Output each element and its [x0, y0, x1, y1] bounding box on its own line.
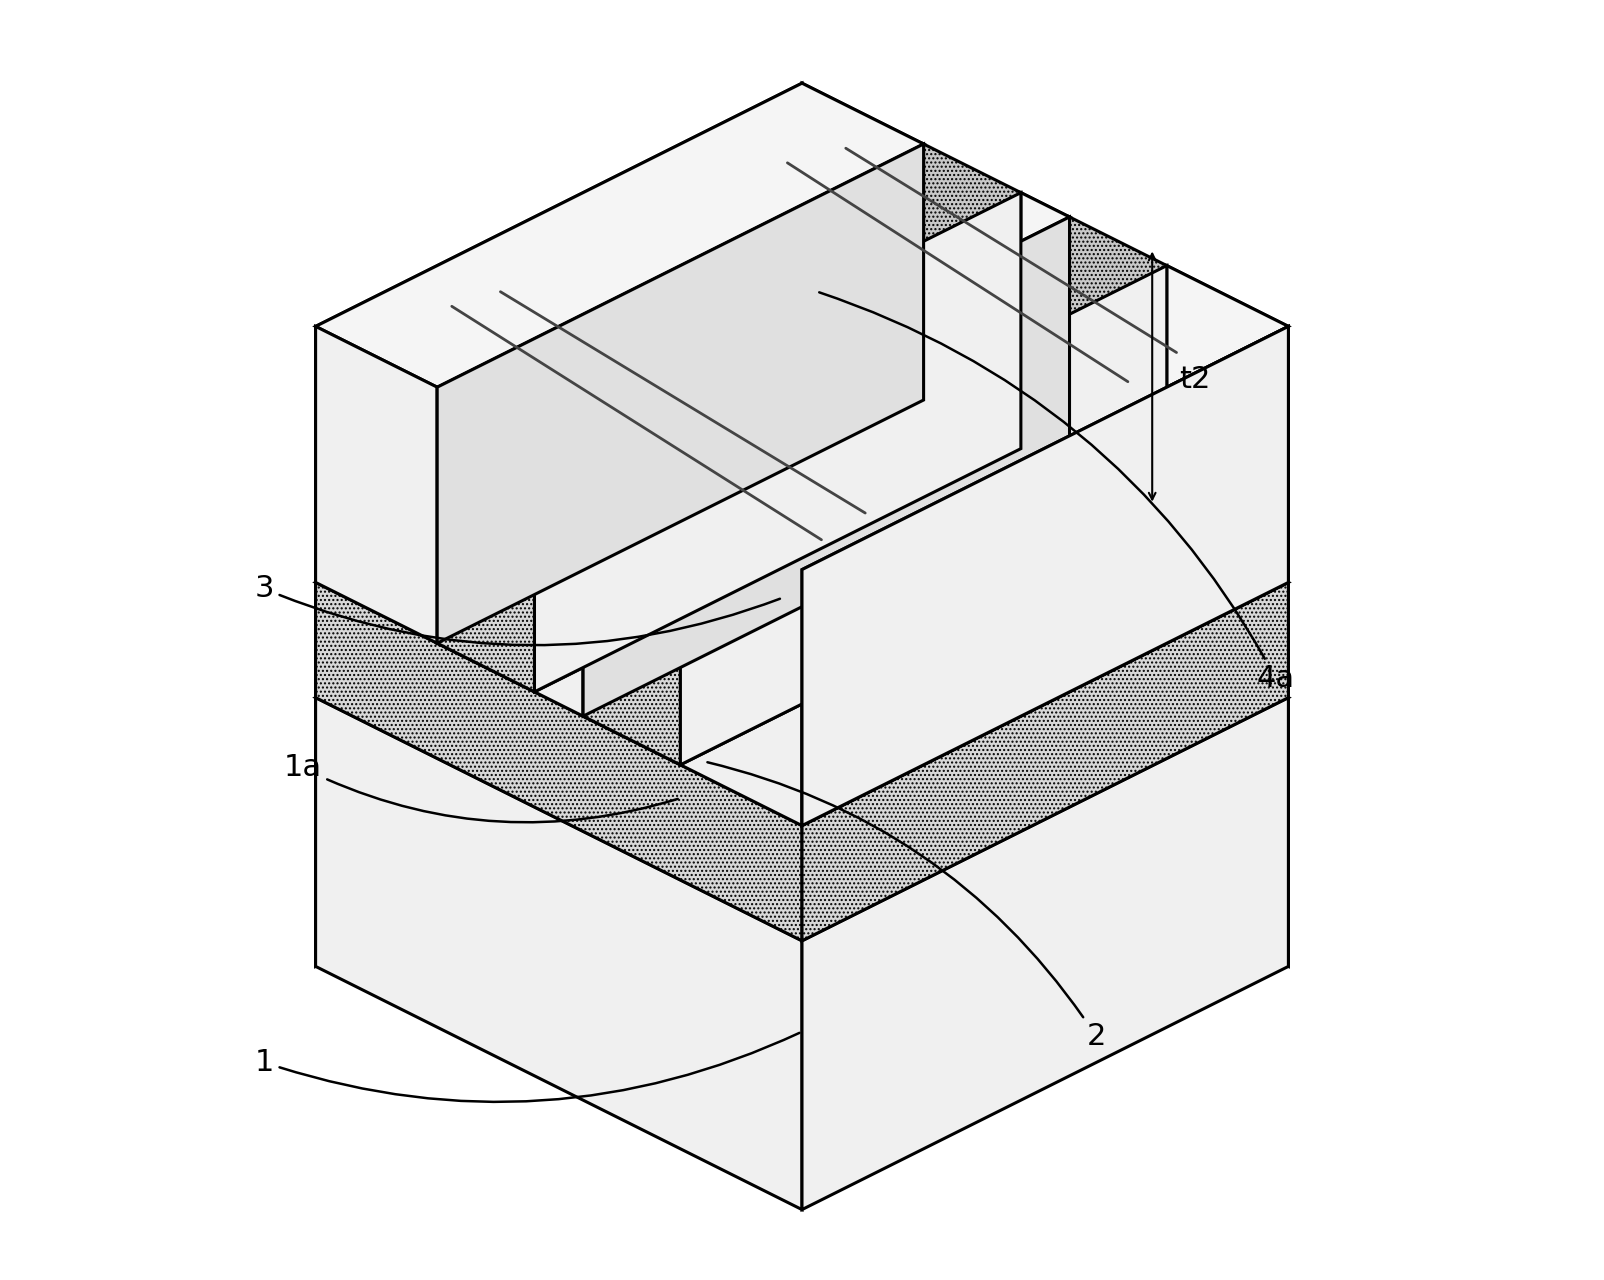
Polygon shape [1070, 218, 1166, 522]
Text: 2: 2 [707, 763, 1107, 1051]
Polygon shape [316, 454, 1288, 941]
Polygon shape [680, 266, 1288, 570]
Text: 1: 1 [255, 1033, 799, 1102]
Polygon shape [316, 454, 802, 966]
Text: 1a: 1a [284, 754, 678, 822]
Text: 3: 3 [255, 575, 780, 645]
Polygon shape [438, 388, 534, 691]
Polygon shape [438, 145, 924, 644]
Polygon shape [802, 83, 924, 399]
Polygon shape [534, 435, 584, 717]
Polygon shape [1020, 193, 1070, 472]
Polygon shape [924, 145, 1020, 449]
Polygon shape [680, 266, 1166, 765]
Polygon shape [680, 508, 802, 826]
Polygon shape [802, 582, 1288, 941]
Polygon shape [316, 698, 802, 1210]
Polygon shape [534, 193, 1020, 691]
Polygon shape [584, 218, 1070, 717]
Polygon shape [802, 339, 1288, 698]
Polygon shape [316, 83, 802, 582]
Polygon shape [316, 326, 438, 644]
Polygon shape [802, 698, 1288, 1210]
Polygon shape [438, 399, 1020, 691]
Polygon shape [802, 326, 1288, 826]
Polygon shape [584, 472, 1166, 765]
Text: t2: t2 [1179, 365, 1211, 393]
Polygon shape [534, 193, 1070, 461]
Polygon shape [802, 326, 1288, 826]
Text: 4a: 4a [820, 292, 1294, 692]
Polygon shape [1166, 266, 1288, 582]
Polygon shape [316, 339, 1288, 826]
Polygon shape [316, 339, 802, 698]
Polygon shape [316, 582, 802, 941]
Polygon shape [802, 454, 1288, 966]
Polygon shape [316, 83, 924, 388]
Polygon shape [584, 461, 680, 765]
